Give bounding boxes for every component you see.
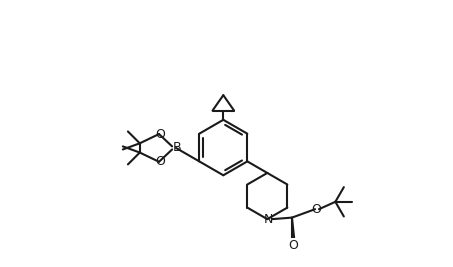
Text: O: O <box>155 155 165 168</box>
Text: B: B <box>173 142 181 154</box>
Text: O: O <box>311 203 321 216</box>
Text: O: O <box>288 239 298 252</box>
Text: O: O <box>155 128 165 140</box>
Text: N: N <box>263 213 273 226</box>
